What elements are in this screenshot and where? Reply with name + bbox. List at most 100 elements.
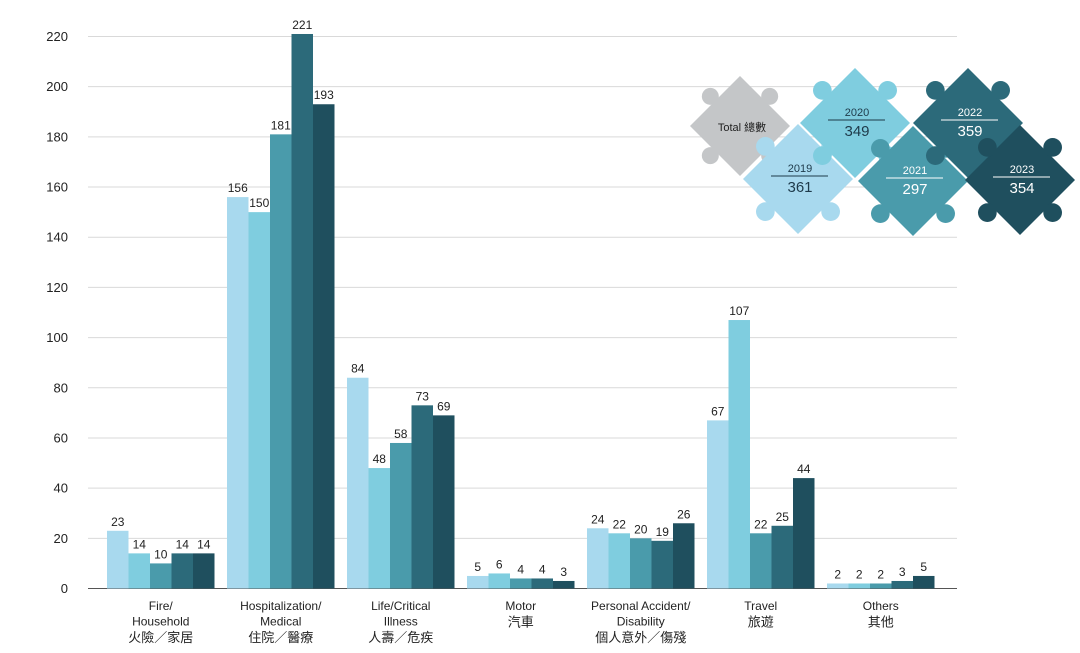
bar-2020 [128,553,150,589]
bar-2022 [171,553,193,589]
category-label: Household [132,615,189,629]
bar-2022 [411,405,433,589]
category-label-zh: 火險／家居 [128,630,193,646]
piece-year: 2020 [845,107,869,119]
bar-2020 [848,583,870,589]
bar-2019 [107,530,129,589]
bar-2020 [488,573,510,589]
data-label-2022: 4 [539,562,546,576]
bar-2021 [630,538,652,589]
category-label: Life/Critical [371,599,430,613]
data-label-2023: 69 [437,399,451,413]
data-label-2021: 58 [394,427,408,441]
data-label-2020: 6 [496,557,503,571]
y-tick-label: 0 [61,581,68,596]
data-label-2020: 48 [373,452,387,466]
category-label: Disability [617,615,665,629]
y-tick-label: 120 [46,280,68,295]
data-label-2020: 107 [729,304,749,318]
data-label-2022: 73 [416,389,430,403]
category-label-zh: 住院／醫療 [248,631,313,646]
category-label-zh: 旅遊 [748,616,774,631]
data-label-2021: 4 [517,562,524,576]
bar-2019 [587,528,609,589]
bar-2021 [270,134,292,589]
data-label-2023: 44 [797,462,811,476]
bar-2023 [193,553,215,589]
y-tick-label: 20 [54,531,68,546]
bar-2022 [891,580,913,589]
data-label-2023: 14 [197,537,211,551]
data-label-2019: 2 [834,567,841,581]
piece-year: 2022 [958,107,982,119]
category-label: Travel [744,599,777,613]
data-label-2020: 150 [249,196,269,210]
category-label: Fire/ [149,599,174,613]
bar-2023 [793,478,815,589]
piece-total: 349 [844,123,869,140]
bar-2021 [510,578,532,589]
data-label-2021: 2 [877,567,884,581]
data-label-2023: 193 [314,88,334,102]
piece-total: 359 [957,123,982,140]
y-axis-ticks: 0 20 40 60 80 100 120 140 160 180 200 220 [46,29,68,596]
piece-year: 2021 [903,165,927,177]
y-tick-label: 140 [46,230,68,245]
category-label: Hospitalization/ [240,599,322,613]
y-tick-label: 100 [46,330,68,345]
piece-total: 297 [902,181,927,198]
data-label-2021: 10 [154,547,168,561]
bar-2021 [390,442,412,589]
data-label-2021: 20 [634,522,648,536]
bar-2020 [368,468,390,589]
category-label-zh: 人壽／危疾 [368,631,433,646]
category-label-zh: 汽車 [508,616,534,631]
category-label: Illness [384,615,418,629]
bar-2023 [313,104,335,589]
bar-2022 [291,33,313,589]
piece-year: 2019 [788,163,812,175]
bar-2021 [870,583,892,589]
data-label-2022: 221 [292,18,312,32]
y-tick-label: 220 [46,29,68,44]
data-label-2023: 26 [677,507,691,521]
data-label-2019: 156 [228,181,248,195]
year-piece-2023: 2023 354 [965,125,1075,235]
bar-2019 [347,377,369,589]
y-tick-label: 60 [54,430,68,445]
data-label-2020: 2 [856,567,863,581]
bar-2020 [728,320,750,589]
bar-2022 [531,578,553,589]
category-label-zh: 其他 [868,616,894,631]
legend-puzzle: Total 總數20193612020349202129720223592023… [690,68,1075,236]
data-label-2022: 14 [176,537,190,551]
bar-2021 [750,533,772,589]
bar-2019 [827,583,849,589]
y-tick-label: 180 [46,129,68,144]
data-label-2022: 19 [656,525,670,539]
category-label: Medical [260,615,301,629]
y-tick-label: 40 [54,481,68,496]
data-label-2019: 24 [591,512,605,526]
data-label-2019: 5 [474,560,481,574]
bar-2019 [707,420,729,589]
data-label-2019: 23 [111,515,125,529]
bar-2023 [673,523,695,589]
category-label: Others [863,599,899,613]
category-label-zh: 個人意外／傷殘 [595,630,686,646]
data-label-2023: 3 [560,565,567,579]
bars [107,33,935,589]
data-label-2022: 25 [776,510,790,524]
y-tick-label: 80 [54,380,68,395]
piece-year: 2023 [1010,164,1034,176]
bar-2020 [608,533,630,589]
y-tick-label: 200 [46,79,68,94]
bar-2022 [651,540,673,589]
bar-2023 [553,580,575,589]
total-label: Total 總數 [718,120,766,134]
bar-2023 [913,575,935,589]
data-label-2022: 3 [899,565,906,579]
bar-2021 [150,563,172,589]
